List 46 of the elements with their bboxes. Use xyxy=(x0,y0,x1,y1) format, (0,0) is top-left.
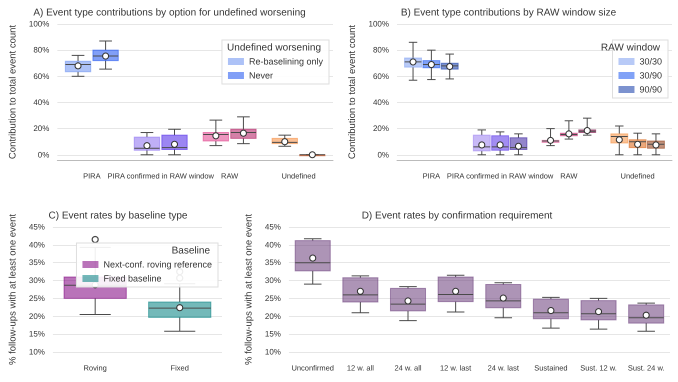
y-axis-title: % follow-ups with at least one event xyxy=(8,214,18,366)
y-tick-label: 100% xyxy=(28,20,50,28)
y-tick-label: 25% xyxy=(264,294,281,303)
legend-label: Fixed baseline xyxy=(103,274,162,284)
y-tick-label: 20% xyxy=(264,312,281,321)
y-tick-label: 100% xyxy=(368,20,389,28)
y-tick-label: 25% xyxy=(28,294,45,303)
y-tick-label: 10% xyxy=(28,348,45,356)
legend-label: 30/90 xyxy=(639,70,662,80)
y-axis-title: Contribution to total event count xyxy=(347,24,358,160)
legend-title: RAW window xyxy=(600,42,661,54)
y-tick-label: 15% xyxy=(264,330,281,339)
y-axis-title: % follow-ups with at least one event xyxy=(244,214,254,366)
legend-label: 30/30 xyxy=(639,56,662,66)
legend-title: Baseline xyxy=(172,246,210,256)
y-tick-label: 40% xyxy=(28,240,45,250)
y-tick-label: 60% xyxy=(33,72,50,81)
chart-title: D) Event rates by confirmation requirement xyxy=(362,210,553,222)
y-tick-label: 60% xyxy=(372,72,389,81)
y-tick-label: 0% xyxy=(377,150,389,160)
y-tick-label: 45% xyxy=(28,222,45,232)
y-tick-label: 10% xyxy=(264,348,281,356)
y-tick-label: 30% xyxy=(264,276,281,286)
y-tick-label: 35% xyxy=(28,258,45,268)
y-tick-label: 80% xyxy=(372,46,389,55)
y-tick-label: 45% xyxy=(264,222,281,232)
chart-title: C) Event rates by baseline type xyxy=(48,210,188,222)
legend-label: Re-baselining only xyxy=(248,56,324,66)
y-tick-label: 40% xyxy=(264,240,281,250)
y-tick-label: 20% xyxy=(33,124,50,134)
y-tick-label: 15% xyxy=(28,330,45,339)
y-tick-label: 40% xyxy=(372,98,389,107)
legend-label: Next-conf. roving reference xyxy=(103,260,212,270)
y-tick-label: 0% xyxy=(38,150,50,160)
y-tick-label: 35% xyxy=(264,258,281,268)
y-tick-label: 20% xyxy=(372,124,389,134)
legend-label: 90/90 xyxy=(639,84,662,94)
chart-title: A) Event type contributions by option for undefined worsening xyxy=(33,8,306,18)
legend-label: Never xyxy=(248,70,273,80)
y-tick-label: 20% xyxy=(28,312,45,321)
y-tick-label: 80% xyxy=(33,46,50,55)
y-axis-title: Contribution to total event count xyxy=(8,24,18,160)
y-tick-label: 30% xyxy=(28,276,45,286)
y-tick-label: 40% xyxy=(33,98,50,107)
chart-title: B) Event type contributions by RAW window size xyxy=(400,8,617,18)
legend-title: Undefined worsening xyxy=(227,42,322,54)
